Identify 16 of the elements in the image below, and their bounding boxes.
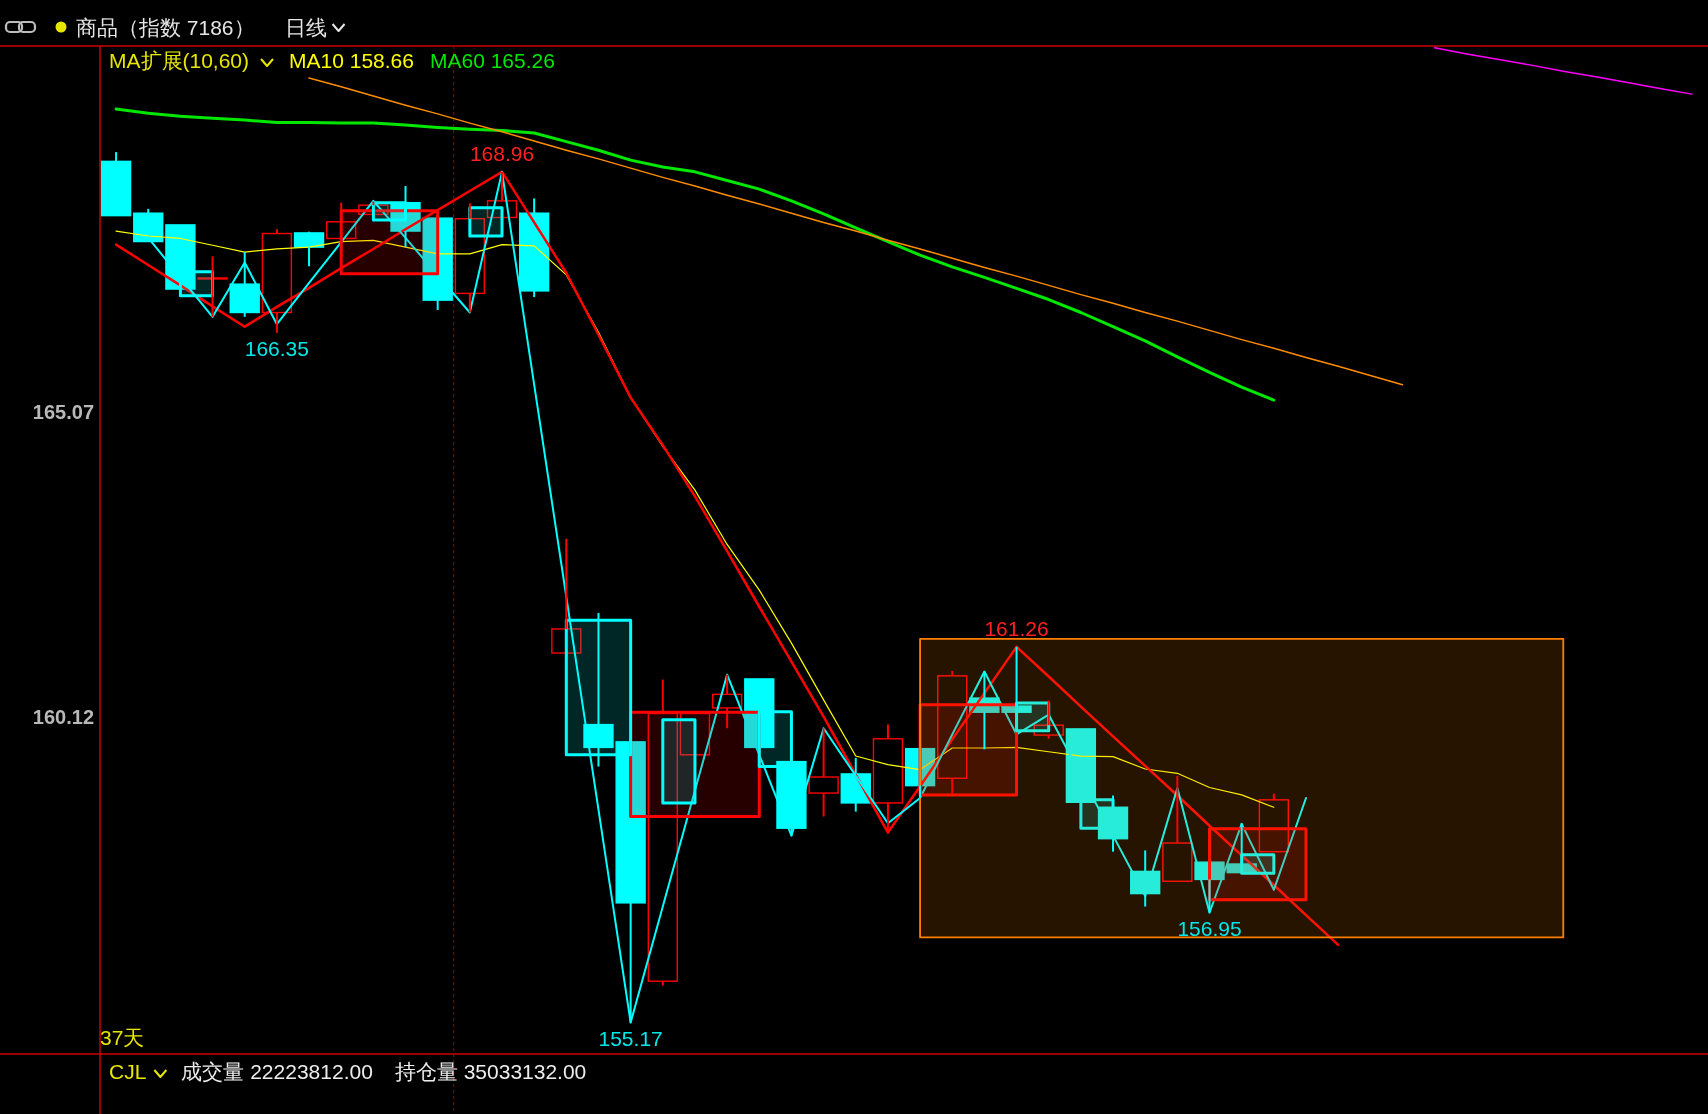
title: 商品（指数 7186）	[76, 15, 255, 39]
data-label: 156.95	[1177, 917, 1242, 941]
y-tick-label: 160.12	[32, 706, 94, 729]
title: CJL	[109, 1059, 147, 1083]
subtitle: 日线	[284, 15, 327, 39]
annotation: 成交量 22223812.00	[181, 1059, 373, 1083]
data-label: 168.96	[469, 142, 535, 166]
legend-entry: MA10 158.66	[289, 48, 414, 72]
data-label: 161.26	[984, 617, 1049, 641]
annotation: 持仓量 35033132.00	[394, 1059, 587, 1083]
data-label: 166.35	[244, 337, 309, 361]
legend-entry: MA60 165.26	[430, 48, 555, 72]
legend-title: MA扩展(10,60)	[109, 48, 250, 72]
y-tick-label: 165.07	[32, 400, 94, 423]
data-label: 155.17	[598, 1027, 663, 1051]
annotation: 37天	[100, 1025, 145, 1049]
